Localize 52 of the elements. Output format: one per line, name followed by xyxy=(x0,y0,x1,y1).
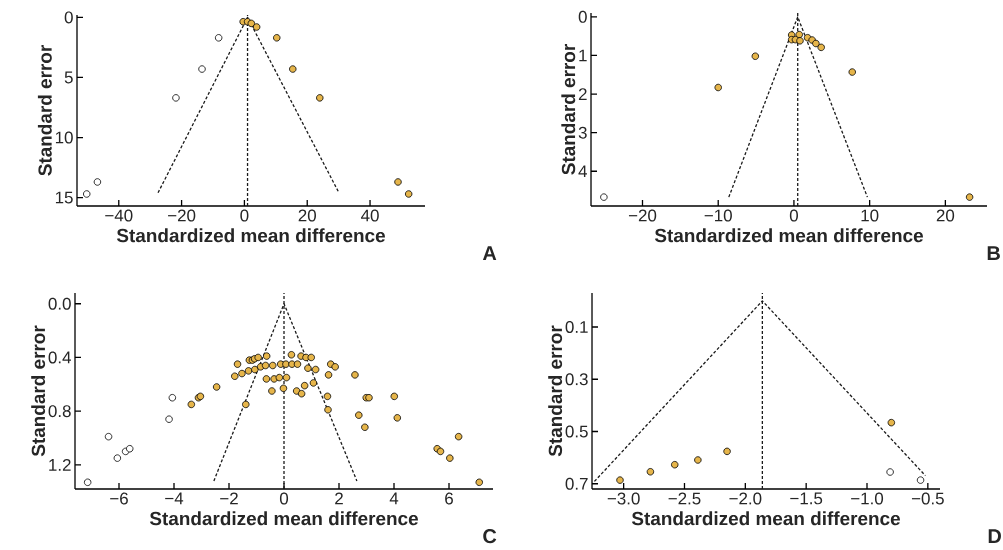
y-tick-label: 5 xyxy=(64,71,73,84)
x-axis-title: Standardized mean difference xyxy=(116,228,385,243)
y-axis-title: Standard error xyxy=(548,325,563,457)
text: C xyxy=(483,529,497,544)
x-tick-label: −2 xyxy=(220,492,238,505)
y-tick-label: 15 xyxy=(55,191,73,204)
y-tick-label: 1.2 xyxy=(49,458,71,471)
x-axis-title: Standardized mean difference xyxy=(149,511,418,526)
x-tick-label: −1.5 xyxy=(790,492,823,505)
x-axis-title: Standardized mean difference xyxy=(654,228,923,243)
text: A xyxy=(482,246,497,260)
y-tick-label: 0.7 xyxy=(565,477,588,490)
text: D xyxy=(988,529,1001,543)
y-tick-label: 0 xyxy=(578,10,587,23)
x-tick-label: −6 xyxy=(110,492,128,505)
x-tick-label: 40 xyxy=(361,209,379,222)
x-tick-label: 6 xyxy=(445,492,453,505)
y-tick-label: 4 xyxy=(578,165,587,178)
x-tick-label: −2.5 xyxy=(668,492,701,505)
x-tick-label: 2 xyxy=(335,492,343,505)
x-tick-label: 0 xyxy=(789,209,798,222)
x-axis-title: Standardized mean difference xyxy=(631,511,900,526)
y-tick-label: 0 xyxy=(64,11,73,24)
y-tick-label: 10 xyxy=(55,131,73,144)
y-tick-label: 0.4 xyxy=(48,351,71,364)
x-tick-label: 0 xyxy=(240,209,249,222)
y-tick-label: 2 xyxy=(578,88,587,100)
x-tick-label: −2.0 xyxy=(729,492,762,505)
x-tick-label: −10 xyxy=(704,209,732,222)
x-tick-label: −3.0 xyxy=(607,492,640,505)
y-tick-label: 0.3 xyxy=(565,373,588,386)
y-tick-label: 0.0 xyxy=(48,297,71,310)
x-tick-label: 20 xyxy=(936,209,955,222)
x-tick-label: −40 xyxy=(105,209,133,222)
x-tick-label: 20 xyxy=(298,209,316,222)
x-tick-label: 0 xyxy=(279,492,289,505)
y-tick-label: 0.5 xyxy=(565,425,588,438)
y-tick-label: 3 xyxy=(578,126,587,139)
x-tick-label: 10 xyxy=(861,209,879,222)
y-tick-label: 1 xyxy=(579,49,587,62)
y-axis-title: Standard error xyxy=(31,325,46,457)
x-tick-label: −4 xyxy=(165,492,184,505)
y-axis-title: Standard error xyxy=(561,44,576,175)
x-tick-label: −20 xyxy=(168,209,196,222)
y-axis-title: Standard error xyxy=(37,45,52,176)
text: B xyxy=(987,246,1000,260)
x-tick-label: −0.5 xyxy=(911,492,944,505)
x-tick-label: 4 xyxy=(389,492,399,505)
y-tick-label: 0.1 xyxy=(565,320,588,333)
x-tick-label: −1.0 xyxy=(851,492,884,505)
y-tick-label: 0.8 xyxy=(48,405,71,418)
x-tick-label: −20 xyxy=(628,209,657,222)
